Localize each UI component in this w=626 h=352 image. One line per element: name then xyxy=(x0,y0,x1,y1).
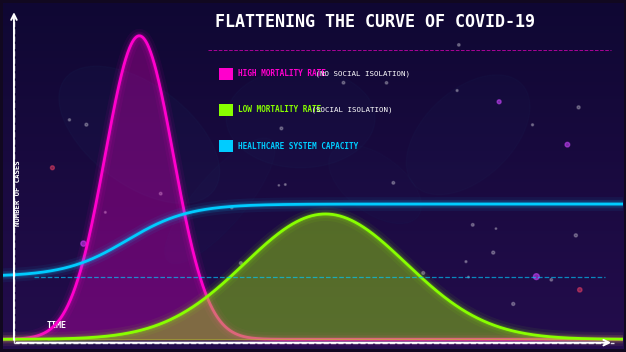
Text: FLATTENING THE CURVE OF COVID-19: FLATTENING THE CURVE OF COVID-19 xyxy=(215,13,535,31)
Ellipse shape xyxy=(226,69,375,168)
Point xyxy=(468,222,478,228)
Point xyxy=(227,205,237,210)
Point xyxy=(508,301,518,307)
Point xyxy=(64,117,74,122)
Point xyxy=(339,80,349,86)
Point xyxy=(100,209,110,215)
Point xyxy=(274,183,284,188)
Text: NUMBER OF CASES: NUMBER OF CASES xyxy=(15,161,21,226)
FancyBboxPatch shape xyxy=(219,68,233,80)
Point xyxy=(461,259,471,264)
Point xyxy=(463,274,473,280)
Text: LOW MORTALITY RATE: LOW MORTALITY RATE xyxy=(238,105,321,114)
FancyBboxPatch shape xyxy=(219,104,233,116)
Point xyxy=(488,250,498,256)
Point xyxy=(494,99,504,105)
Ellipse shape xyxy=(406,75,530,195)
Point xyxy=(546,277,557,283)
Point xyxy=(573,105,583,110)
Point xyxy=(388,180,398,186)
Point xyxy=(280,182,290,187)
Text: HIGH MORTALITY RATE: HIGH MORTALITY RATE xyxy=(238,69,326,78)
Point xyxy=(381,80,391,86)
Point xyxy=(48,165,58,171)
Point xyxy=(277,126,287,131)
Point xyxy=(156,191,166,196)
Point xyxy=(78,241,88,246)
Ellipse shape xyxy=(59,66,220,203)
Point xyxy=(236,260,246,266)
Point xyxy=(418,270,428,276)
Point xyxy=(562,142,572,147)
Point xyxy=(575,287,585,293)
Point xyxy=(491,226,501,231)
Text: HEALTHCARE SYSTEM CAPACITY: HEALTHCARE SYSTEM CAPACITY xyxy=(238,142,358,151)
Point xyxy=(571,233,581,238)
FancyBboxPatch shape xyxy=(219,140,233,152)
Ellipse shape xyxy=(165,138,275,264)
Text: (NO SOCIAL ISOLATION): (NO SOCIAL ISOLATION) xyxy=(311,70,410,77)
Text: TIME: TIME xyxy=(46,321,66,330)
Point xyxy=(81,122,91,127)
Point xyxy=(452,88,462,93)
Point xyxy=(528,122,538,128)
Point xyxy=(454,42,464,48)
Ellipse shape xyxy=(329,145,421,224)
Text: (SOCIAL ISOLATION): (SOCIAL ISOLATION) xyxy=(307,107,393,113)
Point xyxy=(531,274,541,279)
